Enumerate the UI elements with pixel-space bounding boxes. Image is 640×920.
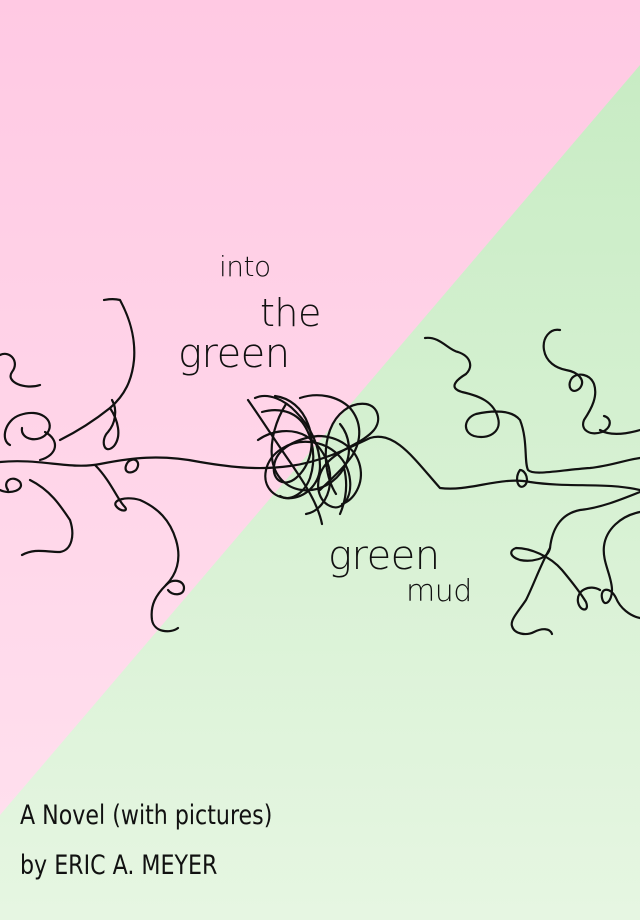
title-word-green-first: green [178, 331, 290, 377]
title-word-green-second: green [328, 533, 440, 579]
author-line: by ERIC A. MEYER [20, 850, 218, 881]
title-word-into: into [219, 250, 271, 283]
title-word-mud: mud [406, 574, 472, 609]
subtitle: A Novel (with pictures) [20, 800, 273, 831]
title-word-the: the [260, 291, 321, 335]
